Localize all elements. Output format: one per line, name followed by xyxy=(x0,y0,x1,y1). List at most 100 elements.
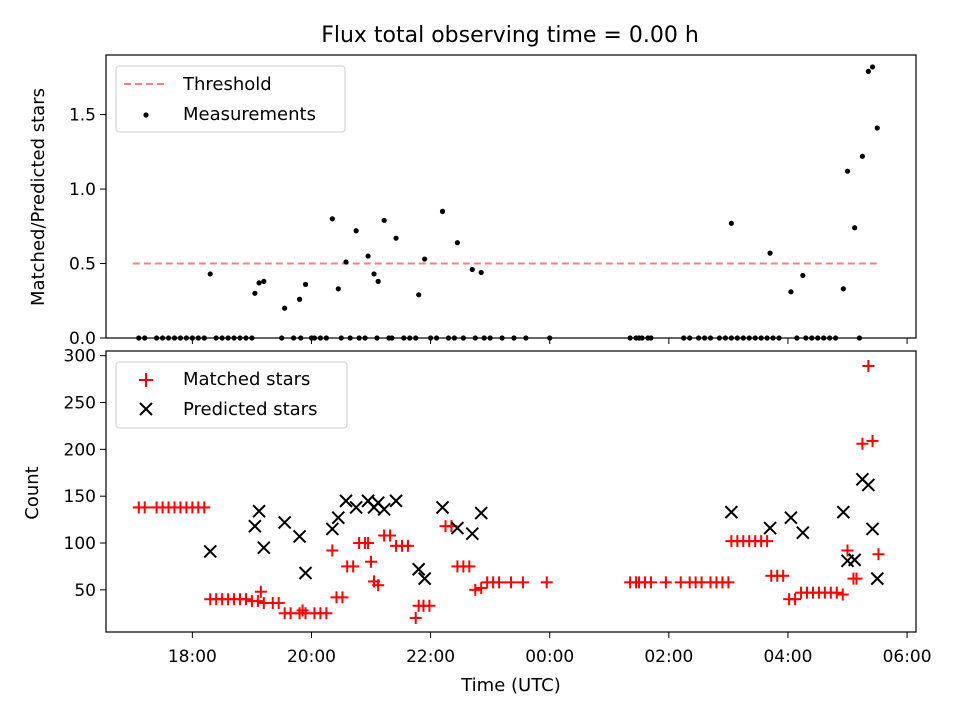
legend-measurements-swatch xyxy=(143,112,149,118)
measurement-point xyxy=(865,68,871,74)
predicted-star-point xyxy=(865,522,880,536)
measurement-point xyxy=(393,235,399,241)
matched-star-point xyxy=(841,544,854,557)
top-y-ticks: 0.0 0.5 1.0 1.5 xyxy=(69,106,908,349)
matched-star-point xyxy=(475,581,488,594)
matched-star-point xyxy=(272,596,285,609)
matched-star-point xyxy=(505,576,517,589)
predicted-star-point xyxy=(465,526,479,541)
measurement-point xyxy=(375,278,381,284)
top-ytick-label: 1.0 xyxy=(69,180,96,200)
matched-star-point xyxy=(326,544,339,557)
measurement-point xyxy=(261,278,267,284)
top-axes-frame xyxy=(105,54,917,339)
predicted-x-b xyxy=(450,521,465,535)
bottom-x-ticks: 18:00 20:00 22:00 00:00 02:00 04:00 06:00 xyxy=(168,632,932,667)
bottom-axes-frame xyxy=(105,350,917,633)
predicted-x-b xyxy=(465,526,479,541)
top-panel: 0.0 0.5 1.0 1.5 Matched/Predicted stars xyxy=(28,54,917,349)
measurement-point xyxy=(840,286,846,292)
measurement-point xyxy=(422,256,428,262)
measurement-point xyxy=(844,168,851,174)
matched-star-point xyxy=(830,586,843,599)
bottom-legend: Matched stars Predicted stars xyxy=(115,361,348,429)
predicted-x-b xyxy=(861,478,876,492)
matched-star-point xyxy=(296,604,309,617)
predicted-x-b xyxy=(847,553,862,567)
measurement-point xyxy=(296,296,303,302)
measurement-point xyxy=(335,286,341,292)
bottom-panel: 50 100 150 200 250 300 18:00 20:00 22:00 00:00 02… xyxy=(22,347,932,696)
measurement-point xyxy=(381,217,387,223)
measurement-point xyxy=(478,269,484,276)
bottom-plot-area xyxy=(132,359,885,624)
top-ytick-label: 0.0 xyxy=(69,329,96,349)
measurement-point xyxy=(353,228,359,234)
measurement-point xyxy=(869,64,876,70)
measurement-point xyxy=(788,289,794,295)
measurement-point xyxy=(859,153,865,159)
measurement-point xyxy=(329,216,335,222)
matched-star-point xyxy=(789,593,802,606)
matched-star-point xyxy=(336,591,349,604)
matched-star-point xyxy=(239,593,252,606)
matched-star-point xyxy=(516,576,529,589)
matched-star-point xyxy=(872,548,885,561)
predicted-x-b xyxy=(865,522,880,536)
matched-star-point xyxy=(320,607,333,620)
matched-star-point xyxy=(644,576,657,589)
matched-star-point xyxy=(777,569,790,582)
predicted-x-b xyxy=(724,505,739,519)
bottom-ytick-label: 300 xyxy=(64,347,96,367)
matched-star-point xyxy=(198,501,211,514)
matched-star-point xyxy=(254,585,267,598)
predicted-x-b xyxy=(203,544,217,559)
bottom-ytick-label: 50 xyxy=(74,581,96,601)
top-y-axis-label: Matched/Predicted stars xyxy=(28,88,49,306)
top-ytick-label: 0.5 xyxy=(69,255,96,275)
predicted-x-b xyxy=(836,505,851,519)
matched-star-point xyxy=(540,576,553,589)
measurement-point xyxy=(852,225,858,231)
bottom-xtick-label: 02:00 xyxy=(644,647,693,667)
bottom-ytick-label: 250 xyxy=(64,394,96,414)
measurement-point xyxy=(416,292,422,298)
legend-predicted-label: Predicted stars xyxy=(183,399,317,420)
legend-matched-swatch xyxy=(139,373,153,387)
predicted-x-b xyxy=(371,496,385,510)
predicted-star-point xyxy=(411,562,426,576)
matched-star-point xyxy=(409,611,422,624)
predicted-star-point xyxy=(784,511,798,525)
predicted-star-point xyxy=(724,505,739,519)
predicted-x-b xyxy=(298,566,313,580)
predicted-star-point xyxy=(836,505,851,519)
matched-star-point xyxy=(372,579,385,592)
predicted-star-point xyxy=(870,571,884,586)
predicted-star-point xyxy=(435,500,450,515)
predicted-x-b xyxy=(339,494,353,508)
measurement-point xyxy=(469,266,475,273)
predicted-x-b xyxy=(257,540,271,555)
predicted-star-point xyxy=(252,504,266,518)
matched-star-point xyxy=(469,583,482,596)
predicted-star-point xyxy=(331,511,345,525)
matched-star-point xyxy=(362,537,375,550)
bottom-xtick-label: 20:00 xyxy=(287,647,336,667)
predicted-x-b xyxy=(796,526,810,540)
measurement-point xyxy=(371,271,377,277)
predicted-star-point xyxy=(292,529,307,544)
matched-star-point xyxy=(836,588,849,601)
measurement-point xyxy=(256,280,262,286)
measurement-point xyxy=(454,240,460,246)
measurement-point xyxy=(252,290,258,296)
measurement-point xyxy=(728,220,734,226)
measurement-point xyxy=(439,208,446,214)
predicted-x-b xyxy=(377,502,391,517)
bottom-xtick-label: 06:00 xyxy=(883,647,932,667)
predicted-x-b xyxy=(784,511,798,525)
legend-matched-label: Matched stars xyxy=(183,369,310,390)
matched-star-point xyxy=(347,560,360,573)
predicted-x-b xyxy=(277,515,292,530)
legend-predicted-swatch xyxy=(139,402,153,416)
